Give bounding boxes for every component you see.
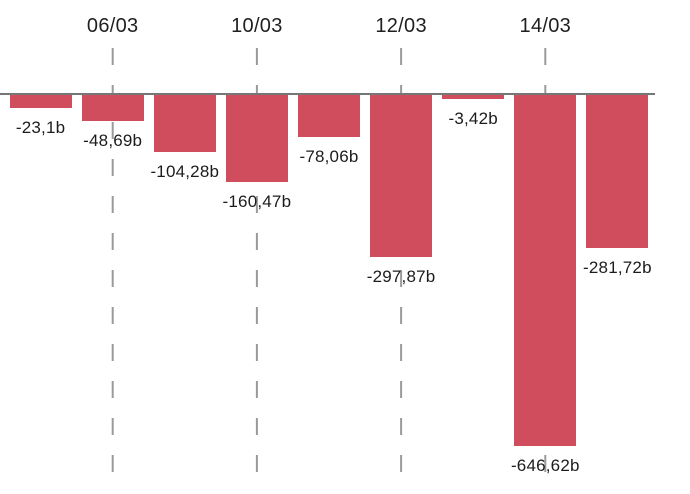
bar <box>153 95 216 152</box>
bar <box>514 95 577 446</box>
x-tick-label: 14/03 <box>519 15 572 37</box>
bar <box>370 95 433 257</box>
bar-value-label: -78,06b <box>299 147 359 167</box>
bar-value-label: -281,72b <box>583 257 652 277</box>
bar-value-label: -48,69b <box>83 131 143 151</box>
bar <box>9 95 72 108</box>
bar-value-label: -297,87b <box>366 266 436 286</box>
x-tick-label: 06/03 <box>86 15 139 37</box>
x-tick-label: 10/03 <box>231 15 283 37</box>
bar <box>442 95 505 99</box>
bar-value-label: -104,28b <box>150 161 220 181</box>
bar <box>586 95 649 248</box>
bar-value-label: -646,62b <box>510 455 580 475</box>
x-tick-label: 12/03 <box>375 15 427 37</box>
bar <box>225 95 288 183</box>
bar <box>81 95 144 122</box>
bar-value-label: -160,47b <box>222 192 292 212</box>
bar-value-label: -23,1b <box>15 117 66 137</box>
bar-value-label: -3,42b <box>448 109 498 128</box>
bar <box>298 95 360 138</box>
